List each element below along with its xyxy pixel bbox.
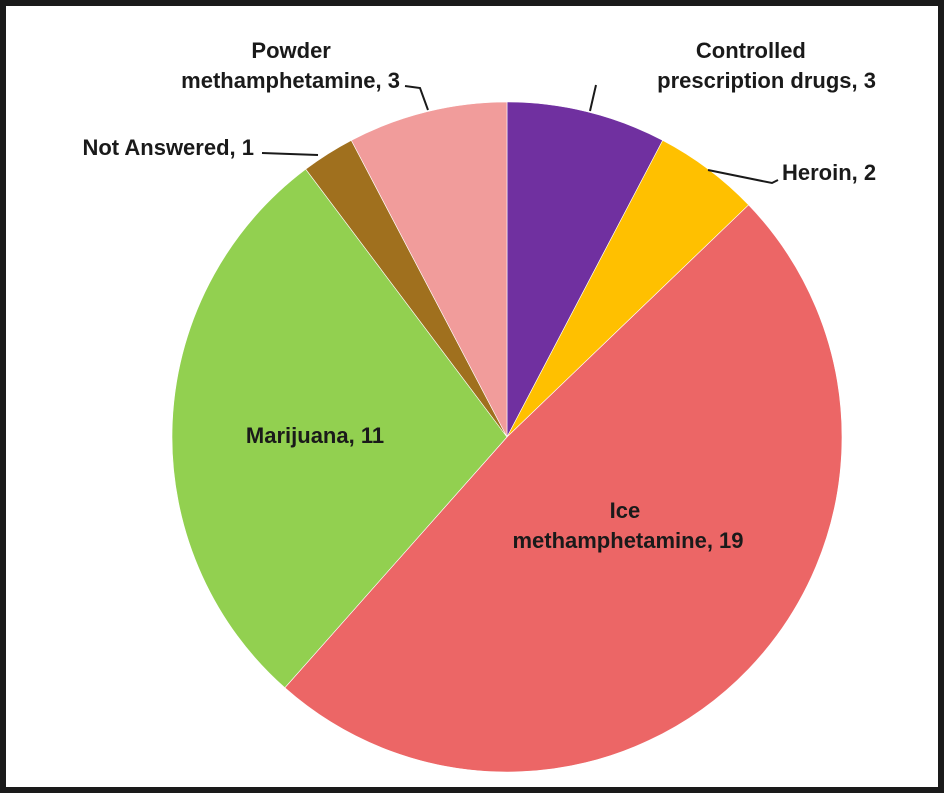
leader-line-controlled-prescription-drugs bbox=[589, 84, 597, 112]
slice-label-marijuana: Marijuana, 11 bbox=[246, 423, 384, 448]
leader-lines bbox=[261, 84, 779, 185]
slice-label-powder-methamphetamine: Powder methamphetamine, 3 bbox=[181, 38, 400, 93]
slice-label-ice-methamphetamine: Ice methamphetamine, 19 bbox=[512, 498, 743, 553]
slice-label-heroin: Heroin, 2 bbox=[782, 160, 876, 185]
pie-slice-powder-methamphetamine bbox=[350, 101, 508, 438]
pie-slice-controlled-prescription-drugs bbox=[506, 101, 664, 438]
pie-slice-ice-methamphetamine bbox=[284, 204, 843, 773]
slice-label-controlled-prescription-drugs: Controlled prescription drugs, 3 bbox=[657, 38, 876, 93]
pie-slice-marijuana bbox=[171, 168, 508, 689]
slice-label-not-answered: Not Answered, 1 bbox=[82, 135, 254, 160]
leader-line-not-answered bbox=[261, 152, 319, 156]
leader-line-powder-methamphetamine bbox=[404, 85, 429, 111]
leader-line-heroin bbox=[707, 169, 779, 185]
pie-slices bbox=[171, 101, 843, 773]
